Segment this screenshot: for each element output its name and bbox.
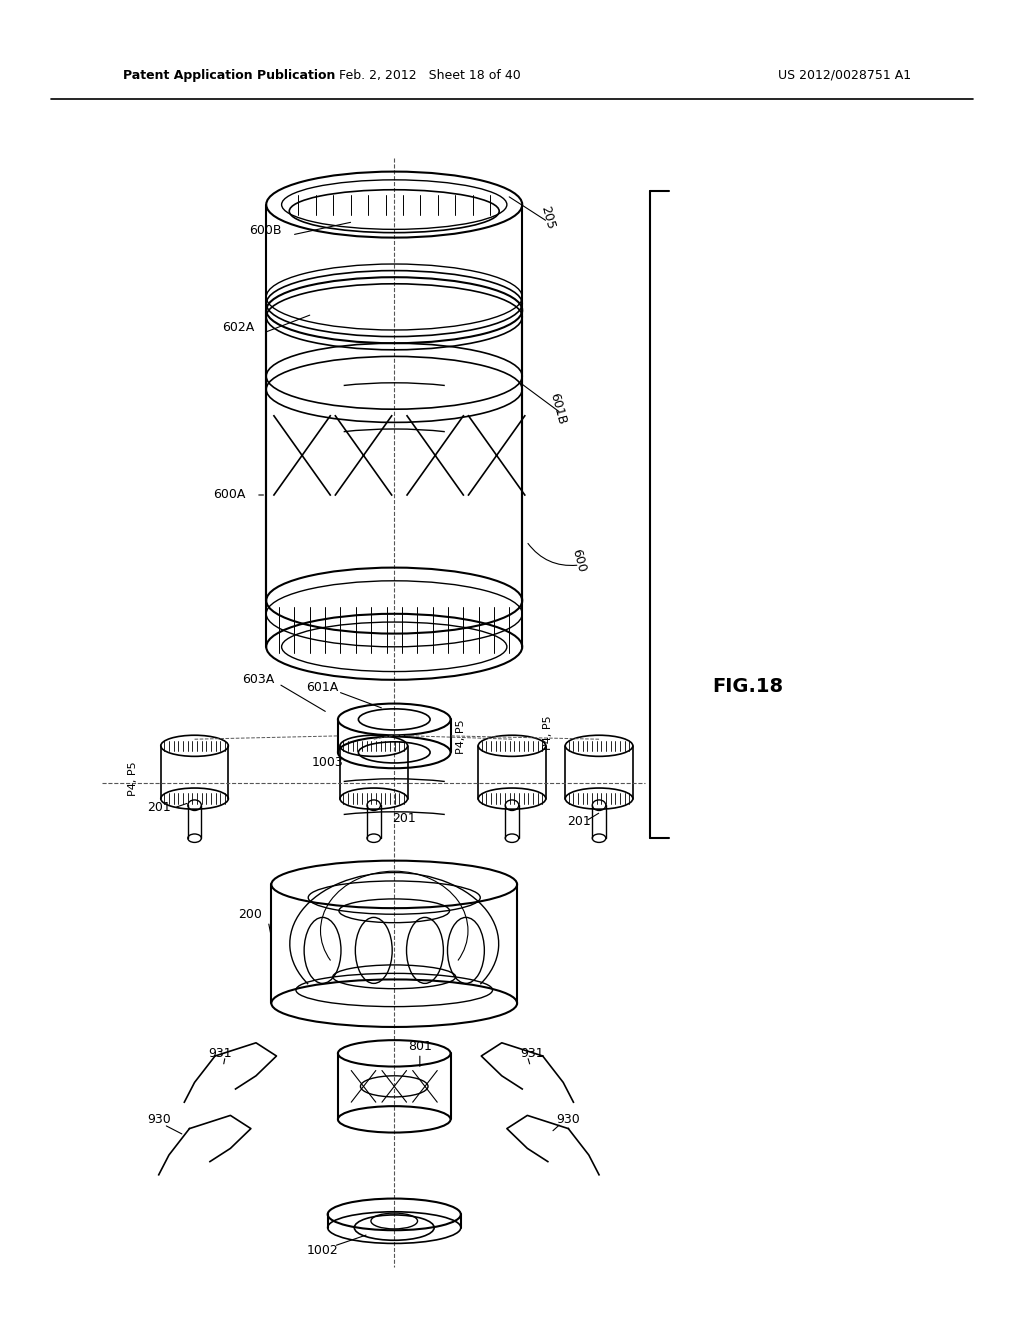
Text: 930: 930 — [146, 1113, 171, 1126]
Text: 1003: 1003 — [311, 756, 344, 770]
Text: 600A: 600A — [213, 488, 246, 502]
Text: 1002: 1002 — [306, 1243, 339, 1257]
Text: 602A: 602A — [222, 321, 254, 334]
Text: 201: 201 — [146, 801, 171, 814]
Text: 600B: 600B — [249, 224, 282, 238]
Text: 931: 931 — [208, 1047, 232, 1060]
Text: P4, P5: P4, P5 — [456, 719, 466, 754]
Text: 930: 930 — [556, 1113, 581, 1126]
Text: 200: 200 — [239, 908, 262, 921]
Text: 603A: 603A — [243, 673, 274, 686]
Text: US 2012/0028751 A1: US 2012/0028751 A1 — [778, 69, 911, 82]
Text: 201: 201 — [392, 812, 417, 825]
Text: 601B: 601B — [548, 392, 568, 426]
Text: Patent Application Publication: Patent Application Publication — [123, 69, 335, 82]
Text: 931: 931 — [520, 1047, 545, 1060]
Text: FIG.18: FIG.18 — [712, 677, 783, 696]
Text: P4, P5: P4, P5 — [543, 715, 553, 750]
Text: 201: 201 — [566, 814, 591, 828]
Text: P4, P5: P4, P5 — [128, 762, 138, 796]
Text: 601A: 601A — [306, 681, 339, 694]
Text: 205: 205 — [539, 205, 557, 231]
Text: 801: 801 — [408, 1040, 432, 1053]
Text: Feb. 2, 2012   Sheet 18 of 40: Feb. 2, 2012 Sheet 18 of 40 — [339, 69, 521, 82]
Text: 600: 600 — [569, 548, 588, 574]
